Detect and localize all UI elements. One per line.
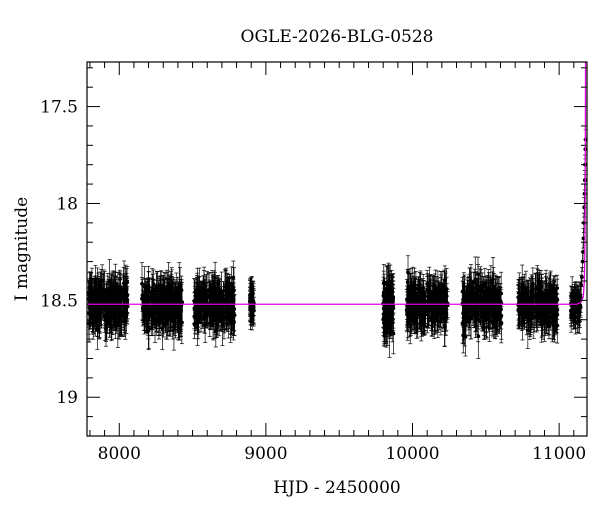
x-tick-label: 11000 [532, 444, 586, 464]
data-point [202, 289, 207, 333]
data-point [469, 281, 474, 314]
data-point [215, 282, 220, 315]
data-point [443, 271, 448, 316]
data-point [230, 283, 235, 319]
data-point [462, 282, 467, 311]
rise-data-point [579, 267, 584, 288]
data-point [388, 285, 393, 328]
data-point [381, 276, 386, 315]
y-tick-label: 18.5 [40, 291, 78, 311]
data-point [540, 293, 545, 331]
x-tick-label: 9000 [244, 444, 287, 464]
data-point [171, 309, 176, 351]
data-point [543, 273, 548, 315]
data-point [535, 293, 540, 320]
data-point [175, 276, 180, 317]
data-point [463, 317, 468, 357]
data-point [467, 290, 472, 328]
chart-title: OGLE-2026-BLG-0528 [241, 27, 434, 47]
data-point [432, 282, 437, 321]
data-point [413, 286, 418, 333]
data-point [494, 282, 499, 310]
data-point [420, 290, 425, 324]
x-tick-label: 8000 [98, 444, 141, 464]
data-point [406, 292, 411, 332]
tick-labels-layer: 8000 9000 10000 11000 17.5 18 18.5 19 [40, 98, 586, 464]
data-point [422, 294, 427, 331]
y-axis-label: I magnitude [12, 197, 32, 301]
data-point [539, 269, 544, 304]
data-point [208, 281, 213, 324]
y-tick-label: 18 [56, 194, 78, 214]
data-point [101, 279, 106, 317]
data-point [176, 297, 181, 326]
data-point [550, 302, 555, 343]
data-point [143, 285, 148, 317]
data-point [525, 293, 530, 332]
data-points-layer [86, 129, 588, 359]
data-point [248, 287, 253, 317]
data-point [482, 299, 487, 332]
y-tick-label: 17.5 [40, 98, 78, 118]
plot-frame [86, 61, 588, 437]
data-point [387, 273, 392, 320]
data-point [540, 293, 545, 324]
data-point [156, 276, 161, 321]
data-point [382, 293, 387, 337]
data-point [408, 308, 413, 345]
x-axis-label: HJD - 2450000 [273, 478, 401, 498]
data-point [438, 277, 443, 308]
data-point [104, 307, 109, 340]
data-point [139, 277, 144, 321]
data-point [576, 292, 581, 325]
model-curve [87, 61, 587, 305]
data-point [569, 299, 574, 321]
data-point [162, 279, 167, 317]
y-tick-label: 19 [56, 388, 78, 408]
data-point [102, 284, 107, 319]
data-point [492, 288, 497, 316]
data-point [154, 293, 159, 329]
model-curve-layer [87, 61, 587, 305]
data-point [170, 276, 175, 323]
data-point [518, 286, 523, 318]
data-point [225, 291, 230, 332]
data-point [150, 296, 155, 336]
data-point [212, 294, 217, 325]
data-point [475, 256, 480, 292]
data-point [436, 280, 441, 318]
data-point [165, 278, 170, 316]
data-point [486, 295, 491, 332]
data-point [410, 295, 415, 331]
data-point [554, 293, 559, 334]
data-point [104, 284, 109, 315]
data-point [528, 300, 533, 337]
data-point [474, 289, 479, 335]
data-point [117, 273, 122, 315]
data-point [150, 268, 155, 315]
data-point [220, 301, 225, 347]
data-point [219, 300, 224, 330]
data-point [390, 276, 395, 321]
data-point [425, 276, 430, 304]
data-point [121, 273, 126, 307]
data-point [499, 303, 504, 344]
data-point [251, 281, 256, 321]
data-point [99, 290, 104, 329]
data-point [204, 292, 209, 324]
data-point [114, 288, 119, 332]
data-point [528, 278, 533, 316]
data-point [222, 300, 227, 334]
data-point [229, 302, 234, 335]
x-tick-label: 10000 [385, 444, 439, 464]
data-point [195, 302, 200, 330]
data-point [178, 299, 183, 338]
data-point [111, 292, 116, 327]
ticks-layer [87, 62, 587, 437]
data-point [440, 305, 445, 332]
data-point [123, 264, 128, 304]
data-point [467, 300, 472, 337]
